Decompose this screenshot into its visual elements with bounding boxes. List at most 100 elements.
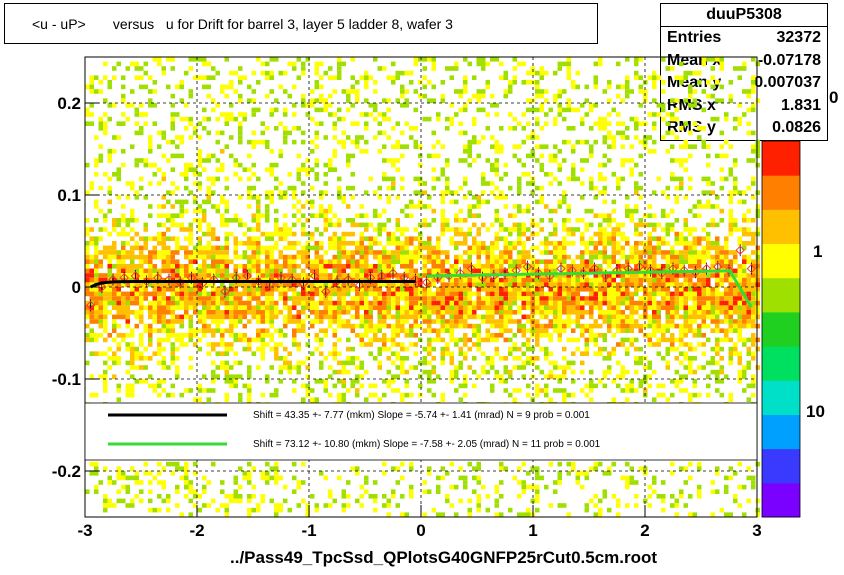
heatmap-cell bbox=[517, 121, 522, 126]
heatmap-cell bbox=[283, 70, 288, 76]
heatmap-cell bbox=[121, 204, 126, 209]
heatmap-cell bbox=[373, 383, 378, 389]
heatmap-cell bbox=[139, 130, 144, 136]
heatmap-cell bbox=[148, 328, 153, 333]
heatmap-cell bbox=[458, 337, 463, 343]
heatmap-cell bbox=[634, 356, 639, 361]
heatmap-cell bbox=[395, 356, 400, 361]
heatmap-cell bbox=[251, 314, 256, 320]
heatmap-cell bbox=[611, 379, 616, 384]
heatmap-cell bbox=[670, 296, 675, 301]
heatmap-cell bbox=[386, 379, 391, 384]
heatmap-cell bbox=[233, 254, 238, 260]
heatmap-cell bbox=[350, 273, 355, 278]
heatmap-cell bbox=[679, 259, 684, 264]
heatmap-cell bbox=[679, 282, 684, 287]
heatmap-cell bbox=[458, 314, 463, 320]
heatmap-cell bbox=[89, 89, 94, 94]
heatmap-cell bbox=[233, 273, 238, 278]
heatmap-cell bbox=[557, 241, 562, 246]
heatmap-cell bbox=[485, 245, 490, 251]
heatmap-cell bbox=[665, 365, 670, 370]
heatmap-cell bbox=[382, 379, 387, 384]
heatmap-cell bbox=[166, 461, 171, 467]
heatmap-cell bbox=[454, 282, 459, 287]
heatmap-cell bbox=[175, 484, 180, 490]
heatmap-cell bbox=[598, 273, 603, 278]
heatmap-cell bbox=[602, 139, 607, 145]
heatmap-cell bbox=[517, 388, 522, 393]
heatmap-cell bbox=[112, 328, 117, 333]
heatmap-cell bbox=[319, 231, 324, 237]
heatmap-cell bbox=[116, 498, 121, 504]
heatmap-cell bbox=[269, 167, 274, 172]
heatmap-cell bbox=[256, 195, 261, 200]
heatmap-cell bbox=[503, 93, 508, 99]
heatmap-cell bbox=[575, 314, 580, 320]
heatmap-cell bbox=[211, 287, 216, 292]
heatmap-cell bbox=[427, 80, 432, 85]
heatmap-cell bbox=[314, 66, 319, 71]
heatmap-cell bbox=[652, 305, 657, 310]
heatmap-cell bbox=[85, 360, 90, 366]
heatmap-cell bbox=[409, 250, 414, 255]
heatmap-cell bbox=[427, 328, 432, 333]
heatmap-cell bbox=[611, 199, 616, 205]
heatmap-cell bbox=[490, 314, 495, 320]
heatmap-cell bbox=[517, 181, 522, 186]
heatmap-cell bbox=[134, 300, 139, 306]
heatmap-cell bbox=[139, 337, 144, 343]
heatmap-cell bbox=[566, 277, 571, 283]
heatmap-cell bbox=[260, 287, 265, 292]
heatmap-cell bbox=[112, 218, 117, 223]
heatmap-cell bbox=[85, 107, 90, 113]
heatmap-cell bbox=[571, 172, 576, 177]
heatmap-cell bbox=[373, 236, 378, 241]
heatmap-cell bbox=[607, 310, 612, 315]
heatmap-cell bbox=[404, 287, 409, 292]
heatmap-cell bbox=[476, 245, 481, 251]
heatmap-cell bbox=[179, 305, 184, 310]
heatmap-cell bbox=[454, 374, 459, 379]
heatmap-cell bbox=[377, 319, 382, 324]
heatmap-cell bbox=[485, 328, 490, 333]
heatmap-cell bbox=[526, 172, 531, 177]
heatmap-cell bbox=[517, 365, 522, 370]
heatmap-cell bbox=[346, 300, 351, 306]
heatmap-cell bbox=[589, 264, 594, 269]
heatmap-cell bbox=[224, 296, 229, 301]
heatmap-cell bbox=[278, 181, 283, 186]
heatmap-cell bbox=[467, 144, 472, 149]
heatmap-cell bbox=[229, 365, 234, 370]
heatmap-cell bbox=[161, 66, 166, 71]
heatmap-cell bbox=[436, 153, 441, 159]
heatmap-cell bbox=[134, 471, 139, 476]
heatmap-cell bbox=[449, 300, 454, 306]
heatmap-cell bbox=[157, 379, 162, 384]
heatmap-cell bbox=[368, 176, 373, 182]
heatmap-cell bbox=[89, 328, 94, 333]
heatmap-cell bbox=[278, 296, 283, 301]
heatmap-cell bbox=[458, 296, 463, 301]
heatmap-cell bbox=[629, 323, 634, 329]
heatmap-cell bbox=[674, 310, 679, 315]
heatmap-cell bbox=[454, 268, 459, 274]
heatmap-cell bbox=[539, 314, 544, 320]
heatmap-cell bbox=[355, 273, 360, 278]
heatmap-cell bbox=[175, 374, 180, 379]
heatmap-cell bbox=[256, 80, 261, 85]
heatmap-cell bbox=[458, 277, 463, 283]
heatmap-cell bbox=[386, 383, 391, 389]
heatmap-cell bbox=[346, 287, 351, 292]
heatmap-cell bbox=[188, 190, 193, 195]
heatmap-cell bbox=[251, 213, 256, 218]
heatmap-cell bbox=[337, 310, 342, 315]
heatmap-cell bbox=[607, 328, 612, 333]
heatmap-cell bbox=[292, 126, 297, 131]
heatmap-cell bbox=[494, 498, 499, 504]
heatmap-cell bbox=[242, 300, 247, 306]
heatmap-cell bbox=[337, 305, 342, 310]
heatmap-cell bbox=[521, 333, 526, 338]
heatmap-cell bbox=[355, 314, 360, 320]
heatmap-cell bbox=[391, 300, 396, 306]
